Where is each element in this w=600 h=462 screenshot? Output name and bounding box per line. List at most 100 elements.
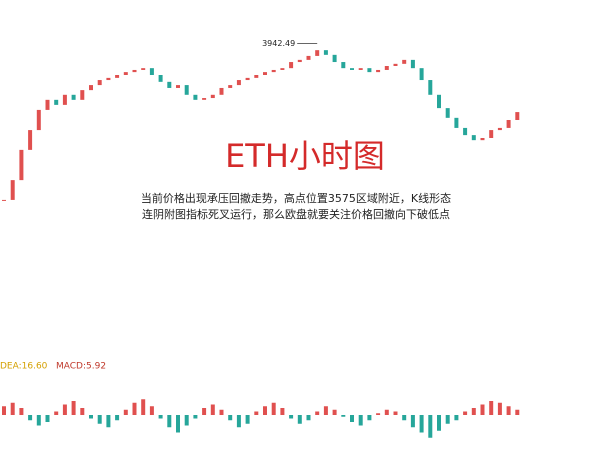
candle <box>141 68 146 70</box>
candle <box>210 94 215 99</box>
candle <box>254 75 259 78</box>
candle <box>332 54 337 63</box>
title: ETH小时图 <box>225 137 385 175</box>
candle <box>89 85 93 91</box>
macd-bar <box>306 415 311 421</box>
macd-bar <box>2 406 6 415</box>
candle <box>376 69 381 73</box>
macd-bar <box>254 411 259 415</box>
macd-bar <box>97 415 102 424</box>
candle <box>167 81 172 88</box>
candle <box>19 149 24 181</box>
candle <box>123 72 128 75</box>
macd-bar <box>393 411 398 415</box>
candle <box>115 75 120 78</box>
macd-bar <box>350 415 354 422</box>
annotation-line: 当前价格出现承压回撤走势，高点位置3575区域附近，K线形态 <box>141 191 451 205</box>
candle <box>10 180 15 200</box>
candle <box>202 98 207 100</box>
candle <box>62 94 67 105</box>
candle <box>149 68 154 75</box>
candle <box>97 80 102 86</box>
candle <box>71 94 76 100</box>
candle <box>393 63 398 66</box>
macd-label: MACD:5.92 <box>56 362 106 372</box>
candle <box>36 109 41 131</box>
candle <box>463 127 468 136</box>
candle <box>2 199 6 201</box>
candle <box>132 69 137 73</box>
macd-bar <box>280 408 285 415</box>
macd-bar <box>245 415 250 424</box>
candle <box>45 99 50 110</box>
macd-bar <box>437 415 441 431</box>
macd-bar <box>115 415 120 421</box>
macd-bar <box>358 415 363 426</box>
macd-bar <box>89 415 93 419</box>
macd-bar <box>506 406 511 415</box>
high-label: 3942.49 <box>262 39 295 48</box>
macd-bar <box>28 415 33 421</box>
candle <box>480 138 485 141</box>
macd-bar <box>410 415 415 428</box>
candle <box>158 75 163 82</box>
macd-bar <box>62 404 67 415</box>
macd-bar <box>315 411 320 415</box>
candle <box>176 85 180 88</box>
macd-bar <box>228 415 233 421</box>
candle <box>402 59 407 64</box>
macd-bar <box>45 415 50 422</box>
macd-bar <box>202 408 207 415</box>
macd-bar <box>289 415 294 419</box>
candle <box>358 68 363 70</box>
macd-bar <box>184 415 189 426</box>
candle <box>367 68 372 73</box>
candle <box>497 127 502 131</box>
candle <box>28 130 33 150</box>
macd-bar <box>445 415 450 424</box>
macd-bar <box>71 401 76 415</box>
candle <box>341 62 346 69</box>
macd-bar <box>123 409 128 415</box>
candle <box>428 80 433 95</box>
macd-bar <box>497 402 502 415</box>
macd-bar <box>419 415 424 433</box>
macd-bar <box>193 415 198 419</box>
macd-bar <box>515 409 520 415</box>
macd-bar <box>158 415 163 419</box>
macd-bar <box>489 401 494 415</box>
candle <box>184 85 189 95</box>
annotation-line: 连阴附图指标死叉运行，那么欧盘就要关注价格回撤向下破低点 <box>142 207 450 221</box>
macd-bar <box>210 404 215 415</box>
candle <box>489 130 494 138</box>
macd-bar <box>480 404 485 415</box>
candle <box>419 68 424 81</box>
macd-bar <box>19 408 24 415</box>
candle <box>471 135 476 141</box>
candle <box>445 108 450 118</box>
macd-bar <box>384 409 389 415</box>
candle <box>437 94 441 109</box>
candle <box>289 62 294 69</box>
macd-bar <box>402 415 407 421</box>
macd-bar <box>167 415 172 428</box>
dea-label: DEA:16.60 <box>0 362 48 372</box>
candle <box>306 55 311 60</box>
candle <box>280 68 285 70</box>
macd-bar <box>176 415 180 433</box>
candle <box>515 112 520 120</box>
macd-bar <box>149 406 154 415</box>
candle <box>263 72 267 75</box>
macd-bar <box>263 406 267 415</box>
macd-bar <box>36 415 41 426</box>
candle <box>410 59 415 69</box>
candle <box>297 59 302 63</box>
macd-bar <box>219 409 224 415</box>
macd-bar <box>454 415 459 421</box>
candle <box>219 87 224 95</box>
macd-bar <box>332 409 337 415</box>
candle <box>454 117 459 128</box>
macd-bar <box>376 413 381 415</box>
candle <box>384 66 389 70</box>
